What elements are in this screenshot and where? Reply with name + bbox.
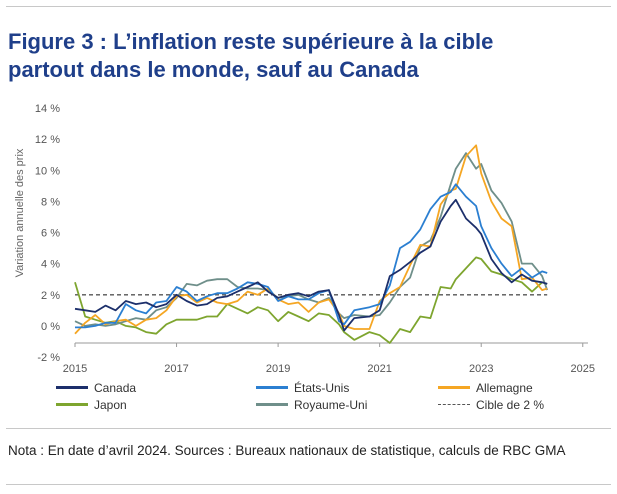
legend-label-cible: Cible de 2 % xyxy=(476,397,545,412)
chart-title-line-1: Figure 3 : L’inflation reste supérieure … xyxy=(8,29,494,54)
legend-label-canada: Canada xyxy=(94,380,137,395)
series-line-royaume-uni xyxy=(74,152,549,327)
legend-label-allemagne: Allemagne xyxy=(476,380,533,395)
x-tick-label: 2023 xyxy=(469,363,493,375)
x-tick-label: 2017 xyxy=(164,363,188,375)
y-tick-label: -2 % xyxy=(37,352,60,364)
chart-title-line-2: partout dans le monde, sauf au Canada xyxy=(8,57,419,82)
top-rule xyxy=(6,6,611,7)
legend-item-etats-unis: États-Unis xyxy=(256,380,349,395)
note-rule xyxy=(6,428,611,429)
legend-label-royaume-uni: Royaume-Uni xyxy=(294,397,368,412)
bottom-rule xyxy=(6,484,611,485)
source-note: Nota : En date d’avril 2024. Sources : B… xyxy=(8,443,566,458)
legend-item-cible: Cible de 2 % xyxy=(438,397,544,412)
y-tick-label: 0 % xyxy=(41,321,60,333)
legend-swatch-canada xyxy=(56,386,88,389)
y-tick-label: 10 % xyxy=(35,165,60,177)
legend-item-allemagne: Allemagne xyxy=(438,380,533,395)
legend-label-japon: Japon xyxy=(94,397,127,412)
legend-swatch-allemagne xyxy=(438,386,470,389)
series-line-japon xyxy=(74,256,548,344)
y-tick-label: 8 % xyxy=(41,196,60,208)
y-tick-label: 12 % xyxy=(35,134,60,146)
legend-item-canada: Canada xyxy=(56,380,136,395)
chart-title: Figure 3 : L’inflation reste supérieure … xyxy=(8,28,608,84)
legend-swatch-royaume-uni xyxy=(256,403,288,406)
legend-swatch-etats-unis xyxy=(256,386,288,389)
legend-item-japon: Japon xyxy=(56,397,127,412)
x-tick-label: 2025 xyxy=(571,363,595,375)
legend-swatch-cible xyxy=(438,404,470,405)
series-line-etats-unis xyxy=(75,183,548,329)
series-line-canada xyxy=(74,198,548,332)
legend-label-etats-unis: États-Unis xyxy=(294,380,350,395)
x-tick-label: 2019 xyxy=(266,363,290,375)
inflation-line-chart: -2 % 0 % 2 % 4 % 6 % 8 % 10 % 12 % 14 % 2015 2017… xyxy=(35,103,595,375)
y-axis-ticks: -2 % 0 % 2 % 4 % 6 % 8 % 10 % 12 % 14 % xyxy=(35,103,60,364)
x-tick-label: 2015 xyxy=(63,363,87,375)
y-tick-label: 6 % xyxy=(41,228,60,240)
y-tick-label: 14 % xyxy=(35,103,60,115)
x-axis-ticks: 2015 2017 2019 2021 2023 2025 xyxy=(63,342,595,375)
x-tick-label: 2021 xyxy=(367,363,391,375)
series-lines xyxy=(74,144,549,344)
legend: Canada États-Unis Allemagne Japon Royaum… xyxy=(56,380,596,412)
legend-item-royaume-uni: Royaume-Uni xyxy=(256,397,367,412)
y-tick-label: 2 % xyxy=(41,290,60,302)
series-line-allemagne xyxy=(74,144,548,335)
y-tick-label: 4 % xyxy=(41,259,60,271)
legend-swatch-japon xyxy=(56,403,88,406)
